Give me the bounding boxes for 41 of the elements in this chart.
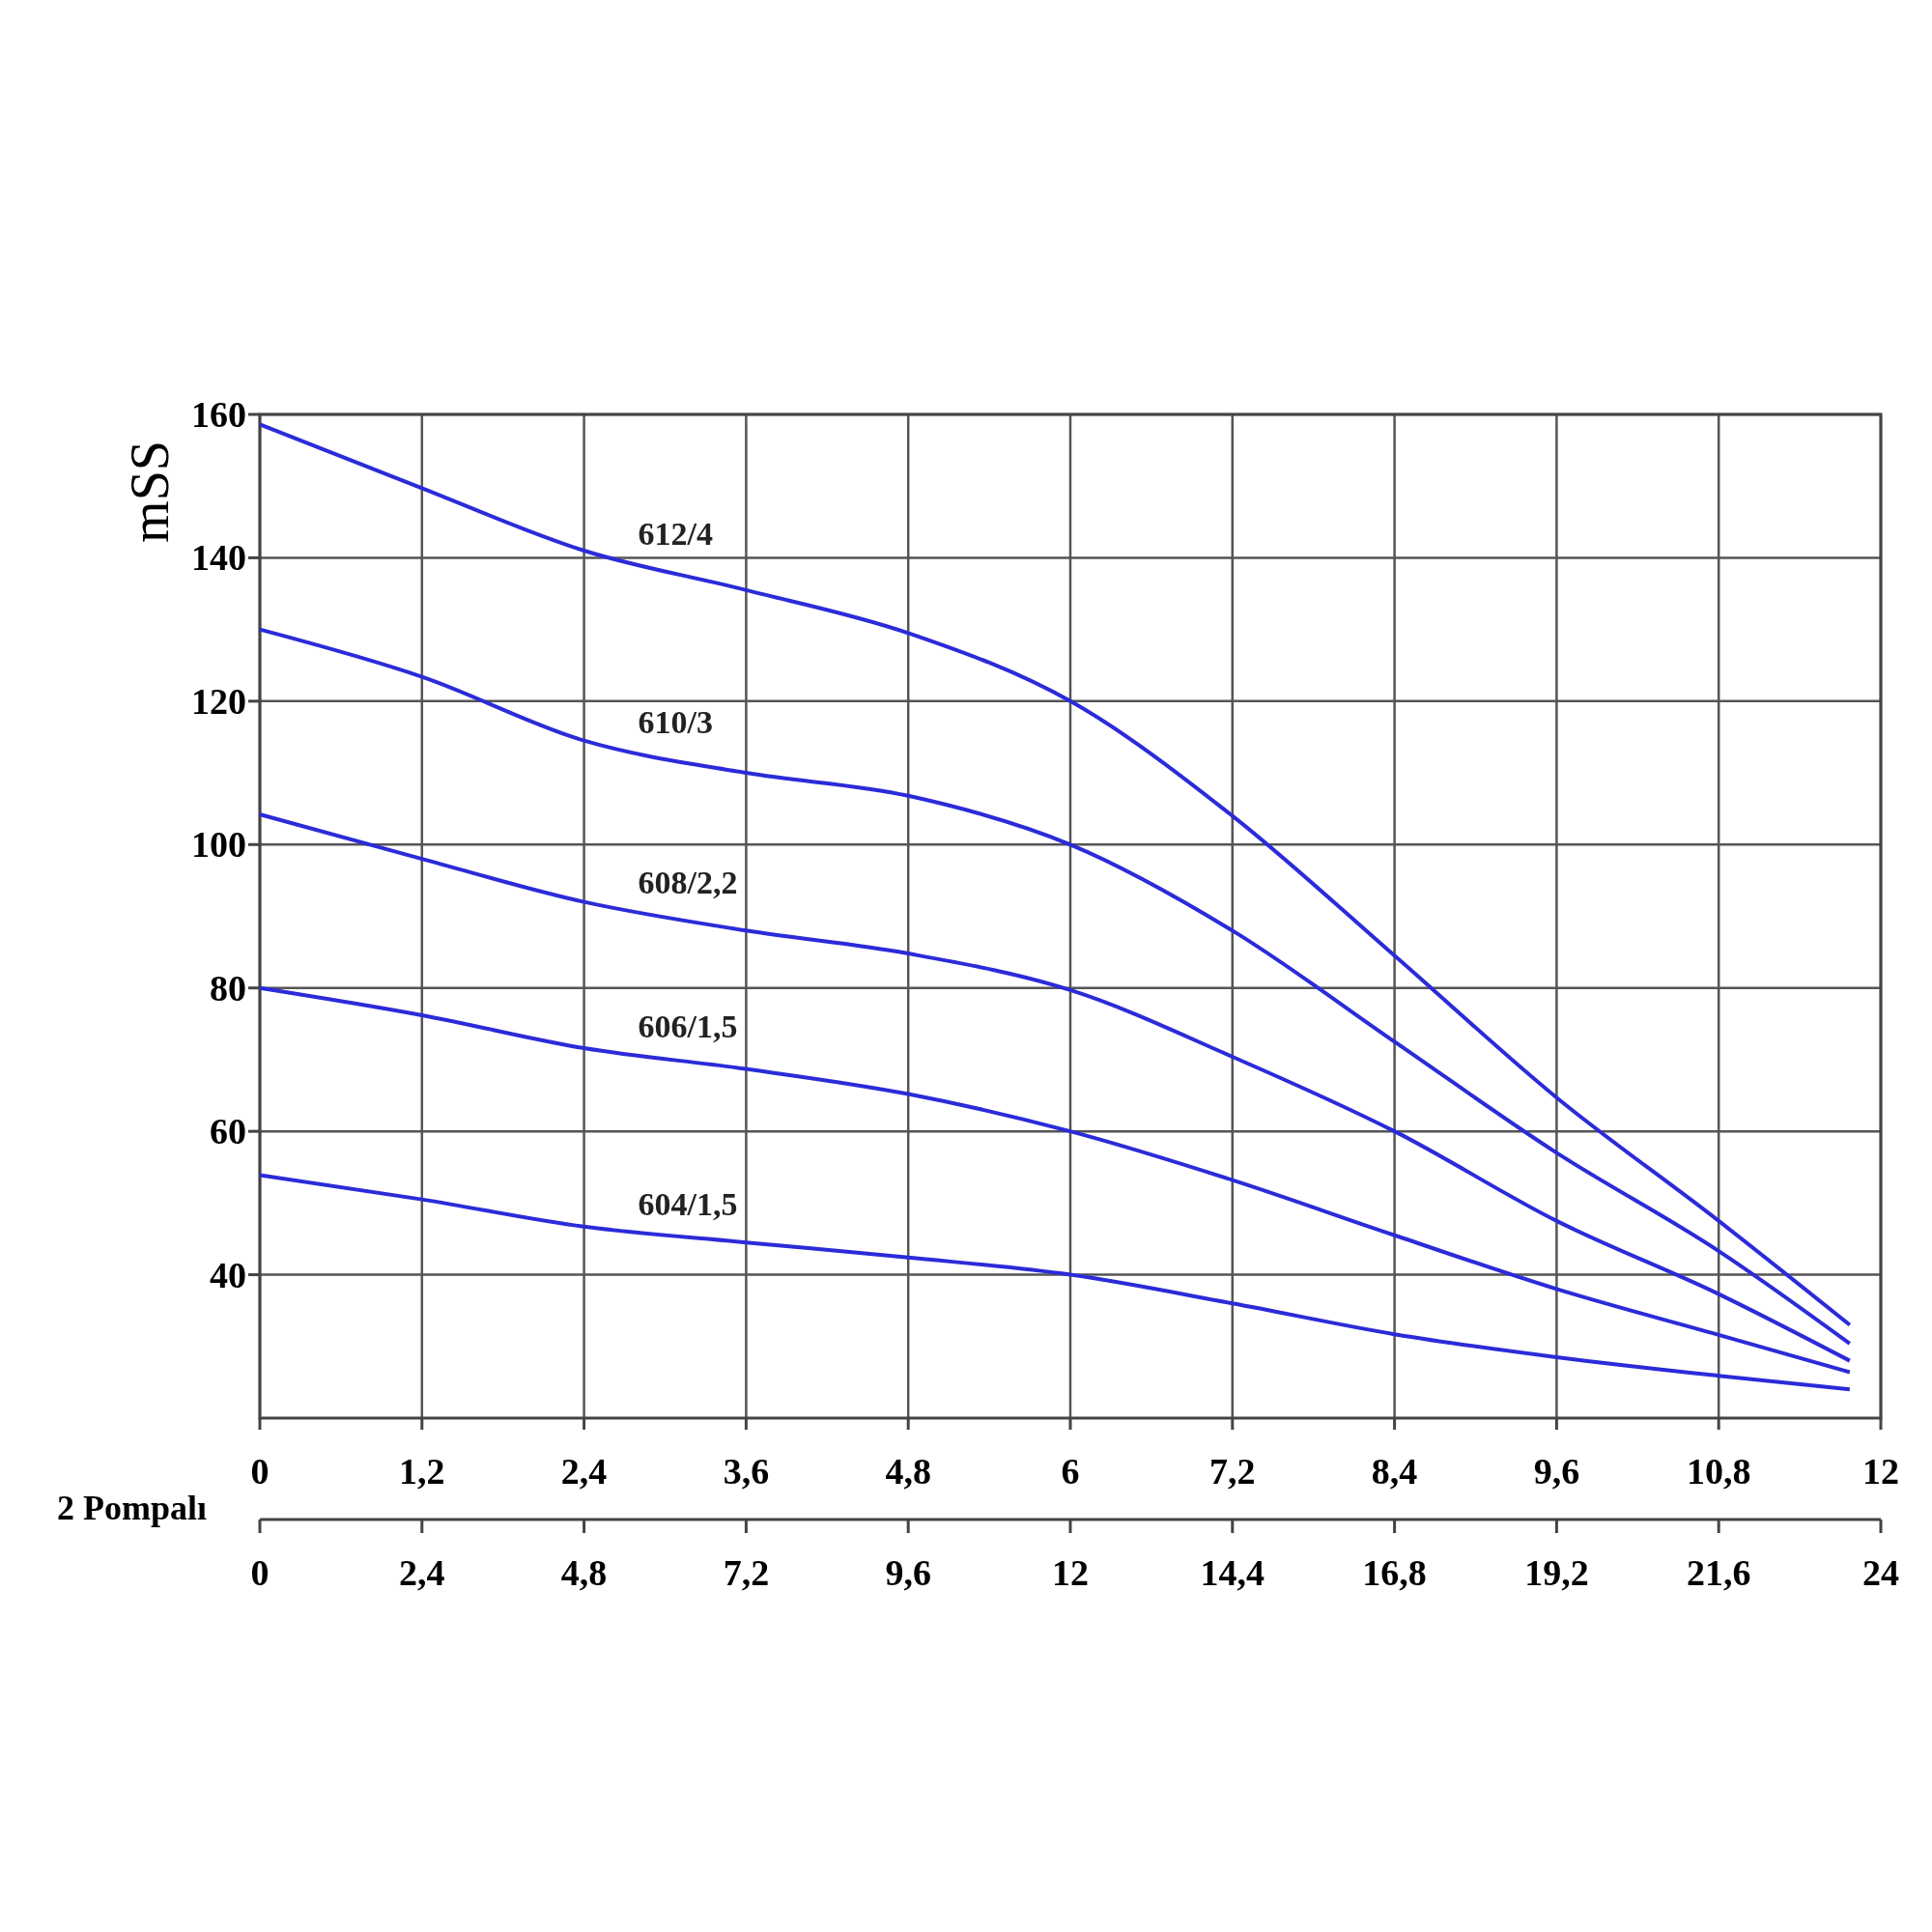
series-label: 604/1,5 <box>638 1185 738 1222</box>
x2-tick-label: 21,6 <box>1686 1552 1751 1593</box>
x-tick-label: 10,8 <box>1686 1451 1751 1492</box>
y-tick-label: 60 <box>210 1111 246 1152</box>
x-tick-label: 1,2 <box>399 1451 445 1492</box>
x2-tick-label: 7,2 <box>723 1552 770 1593</box>
y-tick-label: 120 <box>191 680 246 722</box>
series-label: 612/4 <box>638 516 713 553</box>
x-tick-label: 2,4 <box>560 1451 608 1492</box>
x2-tick-label: 16,8 <box>1362 1552 1427 1593</box>
series-label: 610/3 <box>638 704 713 741</box>
line-series <box>258 985 1852 1375</box>
x-tick-label: 12 <box>1862 1451 1899 1492</box>
series-label: 608/2,2 <box>638 865 738 901</box>
x2-tick-label: 4,8 <box>560 1552 608 1593</box>
y-tick-label: 80 <box>210 967 246 1009</box>
y-tick-label: 160 <box>191 394 246 435</box>
x2-tick-label: 24 <box>1862 1552 1899 1593</box>
y-tick-label: 100 <box>191 824 246 866</box>
x-tick-label: 0 <box>250 1451 270 1492</box>
y-axis-title: mSS <box>120 440 180 543</box>
x-tick-label: 3,6 <box>723 1451 770 1492</box>
x2-tick-label: 14,4 <box>1200 1552 1265 1593</box>
x2-tick-label: 19,2 <box>1524 1552 1589 1593</box>
x2-tick-label: 9,6 <box>885 1552 931 1593</box>
x-tick-label: 9,6 <box>1533 1451 1580 1492</box>
x-tick-label: 7,2 <box>1209 1451 1256 1492</box>
series-label: 606/1,5 <box>638 1009 738 1045</box>
x-tick-label: 6 <box>1061 1451 1080 1492</box>
x2-tick-label: 12 <box>1052 1552 1089 1593</box>
y-tick-label: 140 <box>191 537 246 579</box>
x-tick-label: 4,8 <box>885 1451 931 1492</box>
y-tick-label: 40 <box>210 1254 246 1295</box>
x2-axis-title: 2 Pompalı <box>56 1489 207 1527</box>
line-series <box>258 1173 1852 1392</box>
x2-tick-label: 0 <box>250 1552 270 1593</box>
x2-tick-label: 2,4 <box>399 1552 445 1593</box>
line-series <box>258 627 1852 1346</box>
line-series <box>258 812 1852 1363</box>
line-series <box>258 422 1852 1327</box>
x-tick-label: 8,4 <box>1371 1451 1418 1492</box>
